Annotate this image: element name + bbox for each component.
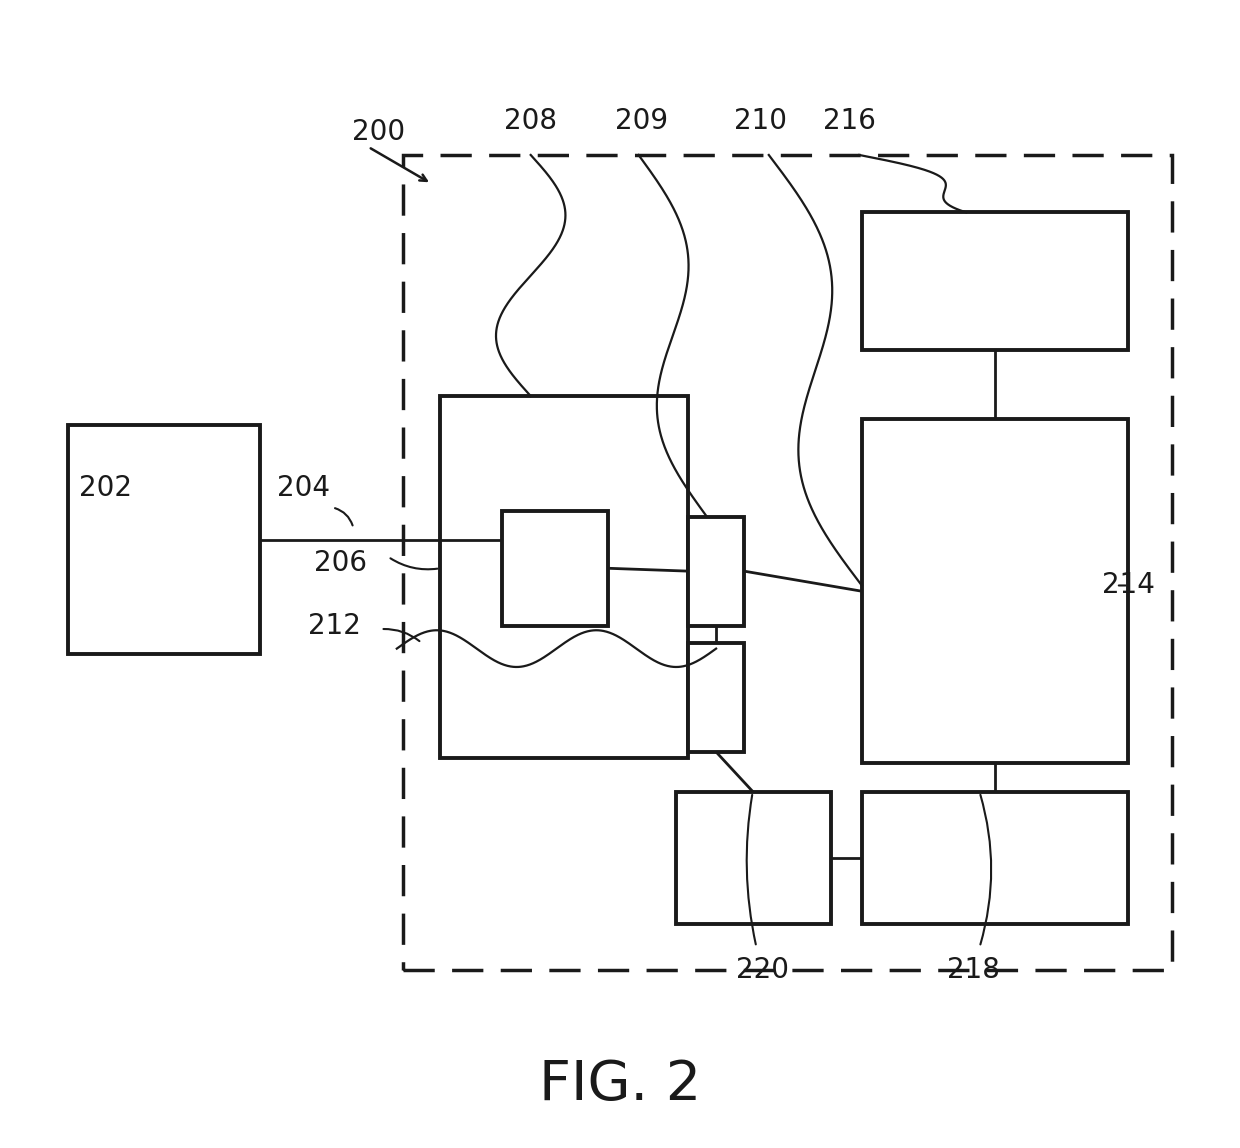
- Text: 218: 218: [947, 956, 999, 984]
- Bar: [688, 517, 744, 626]
- Text: 214: 214: [1102, 572, 1154, 599]
- Text: 208: 208: [505, 107, 557, 134]
- Text: 204: 204: [278, 474, 330, 502]
- Bar: [688, 643, 744, 752]
- Bar: [502, 511, 608, 626]
- Bar: [440, 396, 688, 758]
- Text: 209: 209: [615, 107, 667, 134]
- Bar: [862, 792, 1128, 924]
- Bar: [68, 425, 260, 654]
- Text: 202: 202: [79, 474, 131, 502]
- Text: 220: 220: [737, 956, 789, 984]
- Text: 210: 210: [734, 107, 786, 134]
- Text: 200: 200: [352, 118, 404, 146]
- Text: FIG. 2: FIG. 2: [539, 1057, 701, 1112]
- Text: 206: 206: [315, 549, 367, 576]
- Bar: [676, 792, 831, 924]
- Bar: [862, 419, 1128, 763]
- Text: 216: 216: [823, 107, 875, 134]
- Text: 212: 212: [309, 612, 361, 639]
- Bar: [862, 212, 1128, 350]
- Bar: [403, 155, 1172, 970]
